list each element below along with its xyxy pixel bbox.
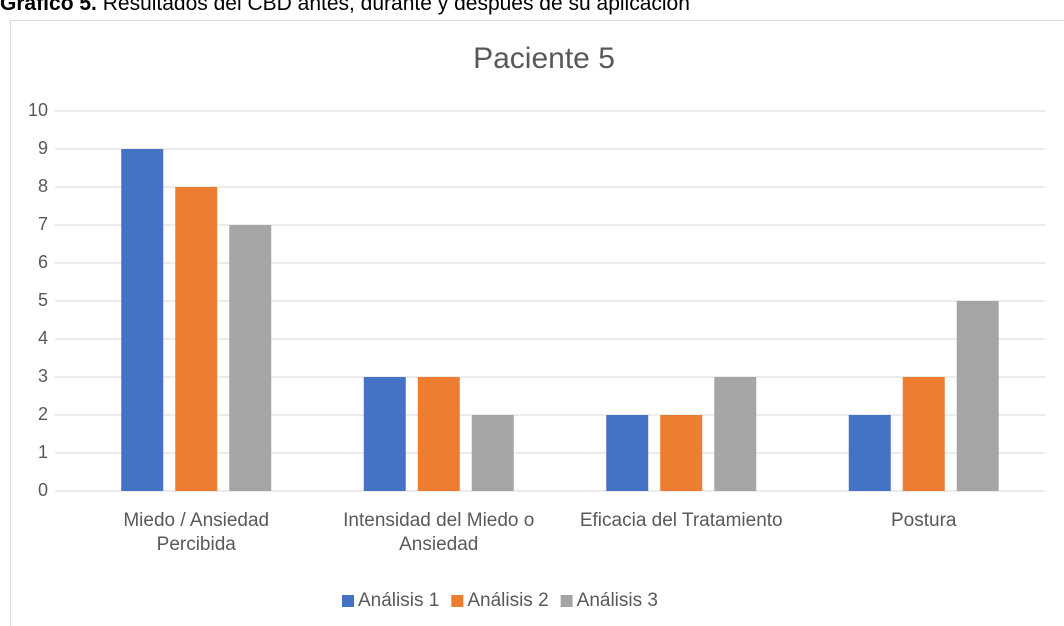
bar (956, 301, 999, 491)
y-tick-label: 6 (38, 252, 48, 272)
y-tick-label: 7 (38, 214, 48, 234)
bar (121, 149, 164, 491)
y-tick-label: 0 (38, 480, 48, 500)
bar (848, 415, 891, 491)
bar (606, 415, 649, 491)
legend-swatch (451, 595, 464, 607)
x-tick-label: Intensidad del Miedo o Ansiedad (343, 510, 535, 555)
chart-title: Paciente 5 (473, 42, 615, 75)
caption-line: Gráfico 5. Resultados del CBD antes, dur… (0, 0, 690, 16)
y-tick-label: 2 (38, 404, 48, 424)
bar (229, 225, 272, 491)
y-tick-label: 1 (38, 442, 48, 462)
legend-label: Análisis 2 (467, 590, 548, 611)
legend-label: Análisis 3 (577, 590, 658, 611)
x-tick-label: Miedo / Ansiedad Percibida (123, 510, 270, 555)
bar (714, 377, 757, 491)
bar (363, 377, 406, 491)
bar (175, 187, 218, 491)
y-tick-label: 9 (38, 138, 48, 158)
bar (902, 377, 945, 491)
caption: Resultados del CBD antes, durante y desp… (102, 0, 690, 15)
bar (471, 415, 514, 491)
y-tick-label: 10 (28, 100, 48, 120)
y-tick-label: 5 (38, 290, 48, 310)
y-tick-label: 4 (38, 328, 48, 348)
x-tick-label: Eficacia del Tratamiento (579, 510, 783, 531)
bar (417, 377, 460, 491)
y-tick-label: 3 (38, 366, 48, 386)
chart-border (10, 20, 1064, 626)
bar (660, 415, 703, 491)
legend-swatch (560, 595, 573, 607)
y-tick-label: 8 (38, 176, 48, 196)
legend-label: Análisis 1 (358, 590, 439, 611)
x-tick-label: Postura (891, 510, 957, 531)
legend-swatch (342, 595, 354, 607)
caption-label: Gráfico 5. (0, 0, 97, 15)
